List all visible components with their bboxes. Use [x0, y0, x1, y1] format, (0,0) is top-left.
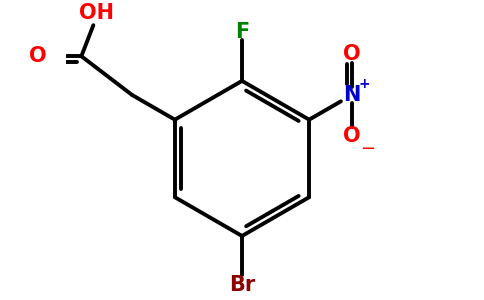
Text: −: − [360, 140, 375, 158]
Text: +: + [358, 77, 370, 91]
Text: N: N [343, 85, 361, 105]
Text: OH: OH [79, 2, 114, 22]
Text: O: O [29, 46, 46, 66]
Text: F: F [235, 22, 249, 42]
Text: O: O [343, 44, 361, 64]
Text: O: O [343, 126, 361, 146]
Text: Br: Br [229, 275, 255, 295]
